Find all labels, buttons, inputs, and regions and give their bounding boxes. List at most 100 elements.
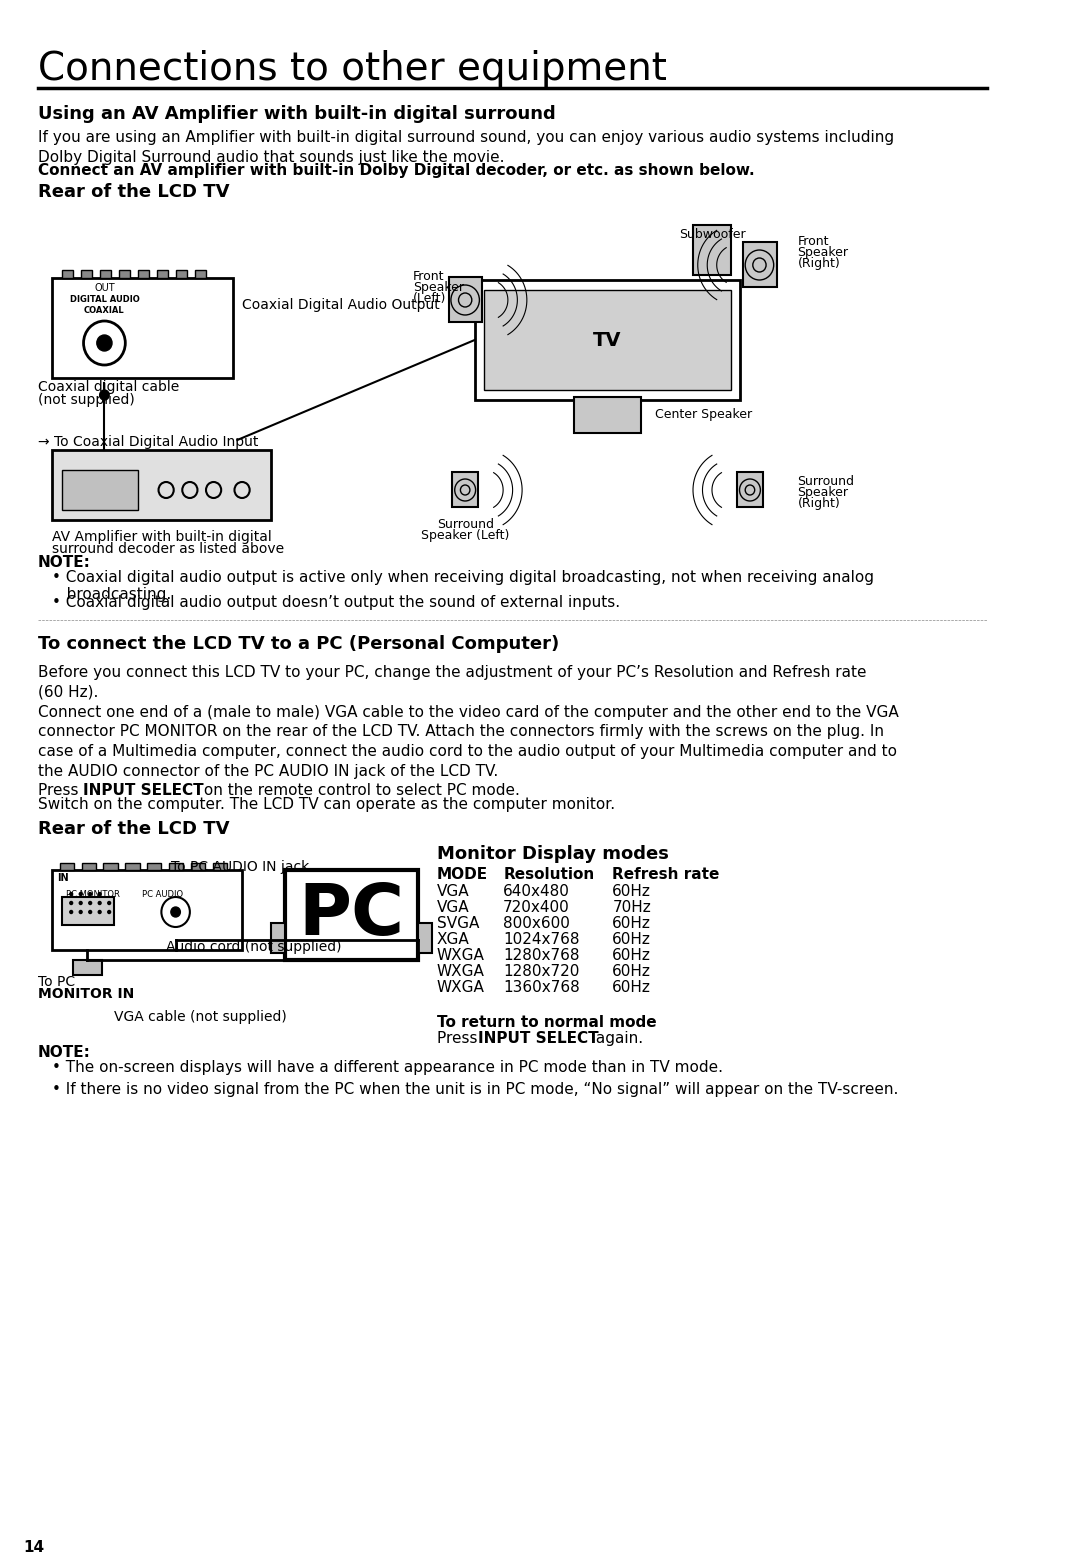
- Bar: [449, 277, 483, 321]
- Bar: [474, 280, 741, 400]
- Text: on the remote control to select PC mode.: on the remote control to select PC mode.: [200, 784, 521, 798]
- Text: → To Coaxial Digital Audio Input: → To Coaxial Digital Audio Input: [38, 436, 258, 450]
- Text: INPUT SELECT: INPUT SELECT: [477, 1031, 598, 1047]
- Text: To connect the LCD TV to a PC (Personal Computer): To connect the LCD TV to a PC (Personal …: [38, 635, 559, 653]
- Text: surround decoder as listed above: surround decoder as listed above: [52, 542, 284, 556]
- Text: 1360x768: 1360x768: [503, 979, 580, 995]
- Text: INPUT SELECT: INPUT SELECT: [82, 784, 203, 798]
- Text: Audio cord (not supplied): Audio cord (not supplied): [166, 940, 341, 954]
- Text: 720x400: 720x400: [503, 899, 570, 915]
- Text: 60Hz: 60Hz: [612, 964, 651, 979]
- Text: If you are using an Amplifier with built-in digital surround sound, you can enjo: If you are using an Amplifier with built…: [38, 130, 894, 165]
- Circle shape: [79, 901, 82, 904]
- Bar: [147, 863, 161, 870]
- Text: (Right): (Right): [797, 257, 840, 270]
- Circle shape: [98, 901, 102, 904]
- Bar: [737, 472, 764, 508]
- Text: Surround: Surround: [797, 475, 854, 487]
- Bar: [81, 270, 92, 277]
- Bar: [176, 270, 187, 277]
- Text: PC MONITOR: PC MONITOR: [67, 890, 120, 899]
- Text: VGA: VGA: [436, 899, 470, 915]
- Bar: [213, 863, 227, 870]
- Text: 14: 14: [24, 1540, 45, 1554]
- Text: • Coaxial digital audio output is active only when receiving digital broadcastin: • Coaxial digital audio output is active…: [52, 570, 874, 602]
- Text: 60Hz: 60Hz: [612, 932, 651, 946]
- Circle shape: [79, 893, 82, 895]
- Text: 60Hz: 60Hz: [612, 979, 651, 995]
- Text: Rear of the LCD TV: Rear of the LCD TV: [38, 183, 229, 201]
- Text: MONITOR IN: MONITOR IN: [38, 987, 134, 1001]
- Text: AV Amplifier with built-in digital: AV Amplifier with built-in digital: [52, 530, 272, 544]
- Text: • The on-screen displays will have a different appearance in PC mode than in TV : • The on-screen displays will have a dif…: [52, 1059, 724, 1075]
- Text: PC: PC: [298, 881, 404, 950]
- Circle shape: [98, 910, 102, 914]
- Bar: [451, 472, 478, 508]
- Bar: [59, 863, 75, 870]
- Text: 1280x768: 1280x768: [503, 948, 580, 964]
- Text: Speaker: Speaker: [797, 246, 849, 259]
- Text: Refresh rate: Refresh rate: [612, 867, 719, 882]
- Circle shape: [70, 910, 72, 914]
- Text: Monitor Display modes: Monitor Display modes: [436, 845, 669, 863]
- Bar: [73, 961, 102, 975]
- Bar: [62, 896, 113, 925]
- Text: 70Hz: 70Hz: [612, 899, 651, 915]
- Text: WXGA: WXGA: [436, 979, 485, 995]
- Text: To return to normal mode: To return to normal mode: [436, 1015, 657, 1030]
- Bar: [693, 226, 731, 274]
- Text: XGA: XGA: [436, 932, 470, 946]
- Text: NOTE:: NOTE:: [38, 1045, 91, 1059]
- Text: WXGA: WXGA: [436, 948, 485, 964]
- Bar: [137, 270, 149, 277]
- Text: Speaker: Speaker: [413, 280, 464, 295]
- Circle shape: [89, 910, 92, 914]
- Text: VGA cable (not supplied): VGA cable (not supplied): [113, 1011, 286, 1023]
- Circle shape: [89, 893, 92, 895]
- Bar: [191, 863, 205, 870]
- Circle shape: [79, 910, 82, 914]
- Text: Speaker: Speaker: [797, 486, 849, 498]
- Circle shape: [108, 910, 110, 914]
- Bar: [484, 290, 731, 390]
- Text: Front: Front: [413, 270, 445, 284]
- Text: NOTE:: NOTE:: [38, 555, 91, 570]
- Bar: [418, 923, 432, 953]
- Text: To PC AUDIO IN jack: To PC AUDIO IN jack: [171, 860, 309, 874]
- Bar: [194, 270, 206, 277]
- Text: OUT: OUT: [94, 284, 114, 293]
- Circle shape: [99, 390, 109, 400]
- Circle shape: [89, 901, 92, 904]
- Text: 1024x768: 1024x768: [503, 932, 580, 946]
- Text: • If there is no video signal from the PC when the unit is in PC mode, “No signa: • If there is no video signal from the P…: [52, 1081, 899, 1097]
- Circle shape: [70, 893, 72, 895]
- Text: To PC: To PC: [38, 975, 76, 989]
- Bar: [575, 396, 640, 432]
- Text: Center Speaker: Center Speaker: [656, 407, 752, 422]
- Text: WXGA: WXGA: [436, 964, 485, 979]
- Text: TV: TV: [593, 331, 622, 349]
- Text: MODE: MODE: [436, 867, 488, 882]
- Text: COAXIAL: COAXIAL: [84, 306, 124, 315]
- Bar: [743, 241, 777, 287]
- Text: 1280x720: 1280x720: [503, 964, 580, 979]
- Circle shape: [70, 901, 72, 904]
- Bar: [104, 863, 118, 870]
- Text: Resolution: Resolution: [503, 867, 594, 882]
- Text: Surround: Surround: [436, 519, 494, 531]
- Text: Using an AV Amplifier with built-in digital surround: Using an AV Amplifier with built-in digi…: [38, 105, 556, 122]
- Text: 60Hz: 60Hz: [612, 884, 651, 899]
- Bar: [62, 270, 73, 277]
- Text: again.: again.: [592, 1031, 644, 1047]
- Text: DIGITAL AUDIO: DIGITAL AUDIO: [69, 295, 139, 304]
- Text: • Coaxial digital audio output doesn’t output the sound of external inputs.: • Coaxial digital audio output doesn’t o…: [52, 595, 620, 610]
- Bar: [125, 863, 139, 870]
- Text: (Right): (Right): [797, 497, 840, 509]
- Bar: [168, 863, 184, 870]
- Bar: [52, 277, 232, 378]
- Bar: [285, 870, 418, 961]
- Text: Switch on the computer. The LCD TV can operate as the computer monitor.: Switch on the computer. The LCD TV can o…: [38, 798, 616, 812]
- Text: (Left): (Left): [413, 291, 446, 306]
- Bar: [52, 450, 271, 520]
- Text: Subwoofer: Subwoofer: [678, 229, 745, 241]
